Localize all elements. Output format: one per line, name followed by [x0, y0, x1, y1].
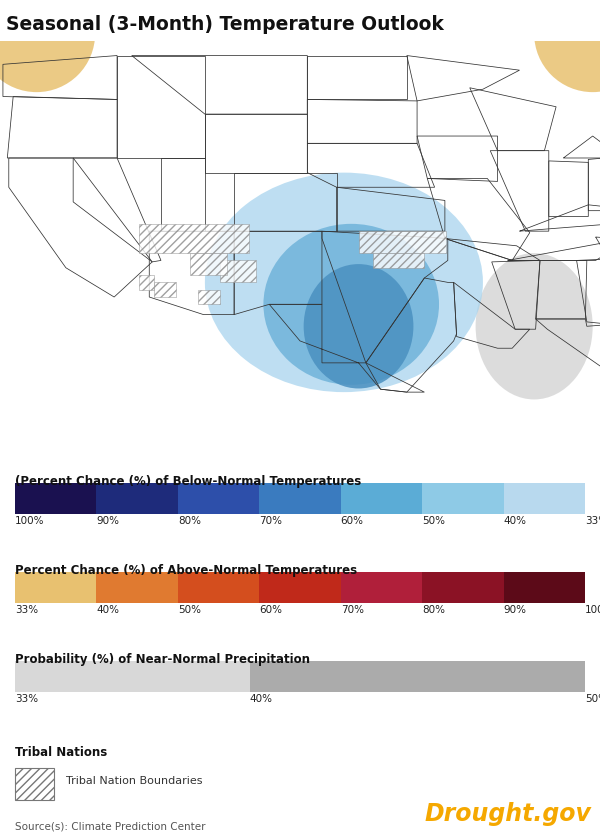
Text: 50%: 50%	[178, 605, 201, 615]
FancyBboxPatch shape	[178, 571, 259, 603]
Text: Tribal Nation Boundaries: Tribal Nation Boundaries	[66, 776, 203, 786]
Ellipse shape	[205, 172, 483, 392]
FancyBboxPatch shape	[259, 482, 341, 514]
Text: 70%: 70%	[259, 516, 282, 526]
Polygon shape	[154, 282, 176, 297]
Text: Probability (%) of Near-Normal Precipitation: Probability (%) of Near-Normal Precipita…	[15, 653, 310, 666]
Text: Tribal Nations: Tribal Nations	[15, 746, 107, 759]
FancyBboxPatch shape	[341, 571, 422, 603]
Text: 33%: 33%	[585, 516, 600, 526]
Text: 90%: 90%	[97, 516, 119, 526]
FancyBboxPatch shape	[15, 661, 250, 692]
Text: 80%: 80%	[178, 516, 201, 526]
FancyBboxPatch shape	[15, 768, 54, 800]
Polygon shape	[220, 261, 256, 282]
Text: 40%: 40%	[97, 605, 119, 615]
FancyBboxPatch shape	[259, 571, 341, 603]
Text: 50%: 50%	[422, 516, 445, 526]
Text: Seasonal (3-Month) Temperature Outlook: Seasonal (3-Month) Temperature Outlook	[6, 16, 444, 34]
Text: (Percent Chance (%) of Below-Normal Temperatures: (Percent Chance (%) of Below-Normal Temp…	[15, 476, 361, 488]
Text: 33%: 33%	[15, 605, 38, 615]
Text: 80%: 80%	[422, 605, 445, 615]
Text: 100%: 100%	[15, 516, 44, 526]
FancyBboxPatch shape	[341, 482, 422, 514]
FancyBboxPatch shape	[15, 571, 97, 603]
FancyBboxPatch shape	[503, 571, 585, 603]
Text: 60%: 60%	[259, 605, 282, 615]
FancyBboxPatch shape	[422, 571, 503, 603]
Text: Source(s): Climate Prediction Center: Source(s): Climate Prediction Center	[15, 822, 205, 832]
Text: 40%: 40%	[503, 516, 527, 526]
Text: 90%: 90%	[503, 605, 527, 615]
Text: 70%: 70%	[341, 605, 364, 615]
Ellipse shape	[534, 0, 600, 92]
Polygon shape	[359, 232, 446, 253]
FancyBboxPatch shape	[503, 482, 585, 514]
Text: Percent Chance (%) of Above-Normal Temperatures: Percent Chance (%) of Above-Normal Tempe…	[15, 564, 357, 577]
Text: Drought.gov: Drought.gov	[424, 801, 591, 826]
Text: 33%: 33%	[15, 694, 38, 704]
Polygon shape	[139, 224, 249, 253]
Polygon shape	[190, 253, 227, 275]
FancyBboxPatch shape	[97, 571, 178, 603]
Ellipse shape	[0, 0, 95, 92]
FancyBboxPatch shape	[178, 482, 259, 514]
Text: 60%: 60%	[341, 516, 364, 526]
Polygon shape	[139, 275, 154, 290]
Ellipse shape	[263, 224, 439, 385]
FancyBboxPatch shape	[97, 482, 178, 514]
Text: 50%: 50%	[585, 694, 600, 704]
Ellipse shape	[476, 253, 593, 400]
Ellipse shape	[304, 264, 413, 388]
Polygon shape	[197, 290, 220, 304]
Polygon shape	[373, 253, 424, 267]
Text: 40%: 40%	[250, 694, 273, 704]
Text: 100%: 100%	[585, 605, 600, 615]
FancyBboxPatch shape	[15, 482, 97, 514]
FancyBboxPatch shape	[422, 482, 503, 514]
FancyBboxPatch shape	[250, 661, 585, 692]
